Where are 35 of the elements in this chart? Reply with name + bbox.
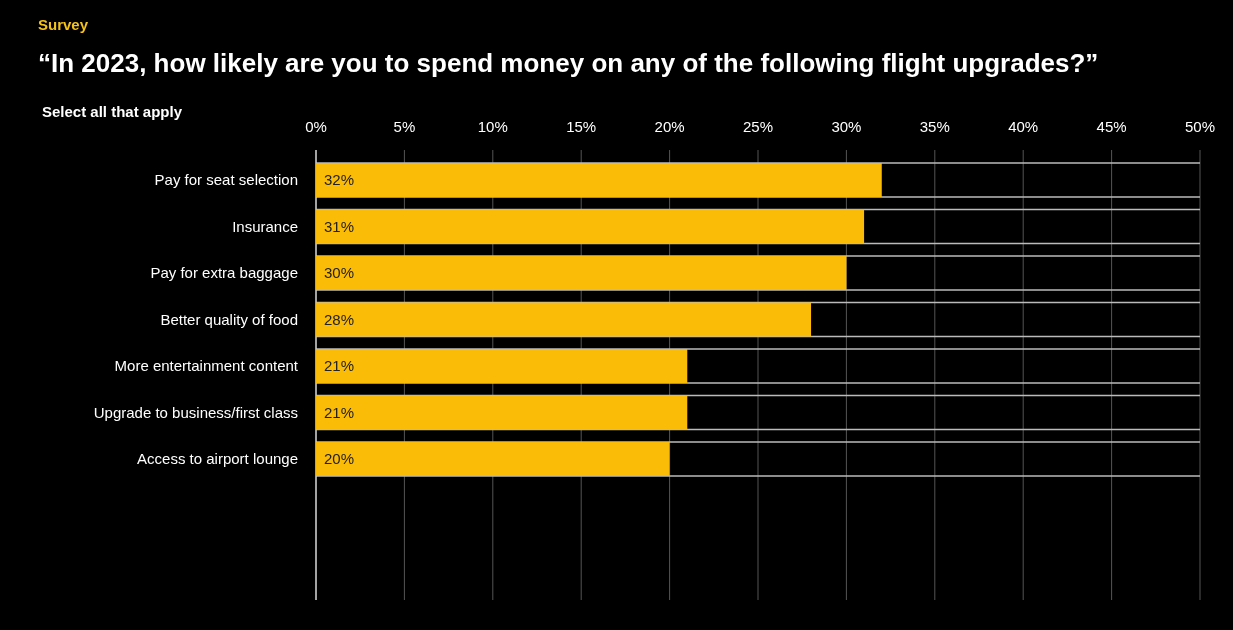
text: Select all that apply bbox=[42, 103, 183, 120]
bar bbox=[316, 395, 688, 430]
data-label: 30% bbox=[324, 264, 355, 281]
bar bbox=[316, 209, 865, 244]
x-tick-label: 45% bbox=[1096, 118, 1127, 135]
x-tick-label: 50% bbox=[1184, 118, 1216, 135]
data-label: 21% bbox=[324, 357, 355, 374]
x-tick-label: 0% bbox=[305, 118, 327, 135]
data-label: 20% bbox=[324, 450, 355, 467]
text: Survey bbox=[38, 16, 89, 33]
x-tick-label: 30% bbox=[831, 118, 862, 135]
data-label: 21% bbox=[324, 403, 355, 421]
y-tick-label: Access to airport lounge bbox=[137, 450, 298, 467]
x-tick-label: 10% bbox=[477, 118, 508, 135]
bar bbox=[316, 256, 847, 290]
x-tick-label: 5% bbox=[393, 118, 416, 135]
y-tick-label: More entertainment content bbox=[114, 357, 299, 374]
x-tick-label: 35% bbox=[919, 118, 950, 135]
y-tick-label: Better quality of food bbox=[160, 310, 298, 328]
x-tick-label: 15% bbox=[566, 118, 597, 135]
data-label: 32% bbox=[324, 171, 355, 188]
x-tick-label: 40% bbox=[1008, 118, 1039, 135]
chart-title: “In 2023, how likely are you to spend money on any of the following flight upgrades?” bbox=[38, 48, 1099, 78]
data-label: 31% bbox=[324, 217, 355, 235]
bar bbox=[316, 163, 882, 197]
bar bbox=[316, 302, 812, 337]
y-tick-label: Insurance bbox=[232, 217, 298, 235]
data-label: 28% bbox=[324, 310, 355, 328]
bar bbox=[316, 349, 688, 383]
y-tick-label: Pay for extra baggage bbox=[150, 264, 298, 281]
y-tick-label: Pay for seat selection bbox=[154, 171, 298, 188]
x-tick-label: 25% bbox=[742, 118, 774, 135]
bar bbox=[316, 442, 670, 476]
x-tick-label: 20% bbox=[654, 118, 685, 135]
y-tick-label: Upgrade to business/first class bbox=[93, 403, 298, 421]
